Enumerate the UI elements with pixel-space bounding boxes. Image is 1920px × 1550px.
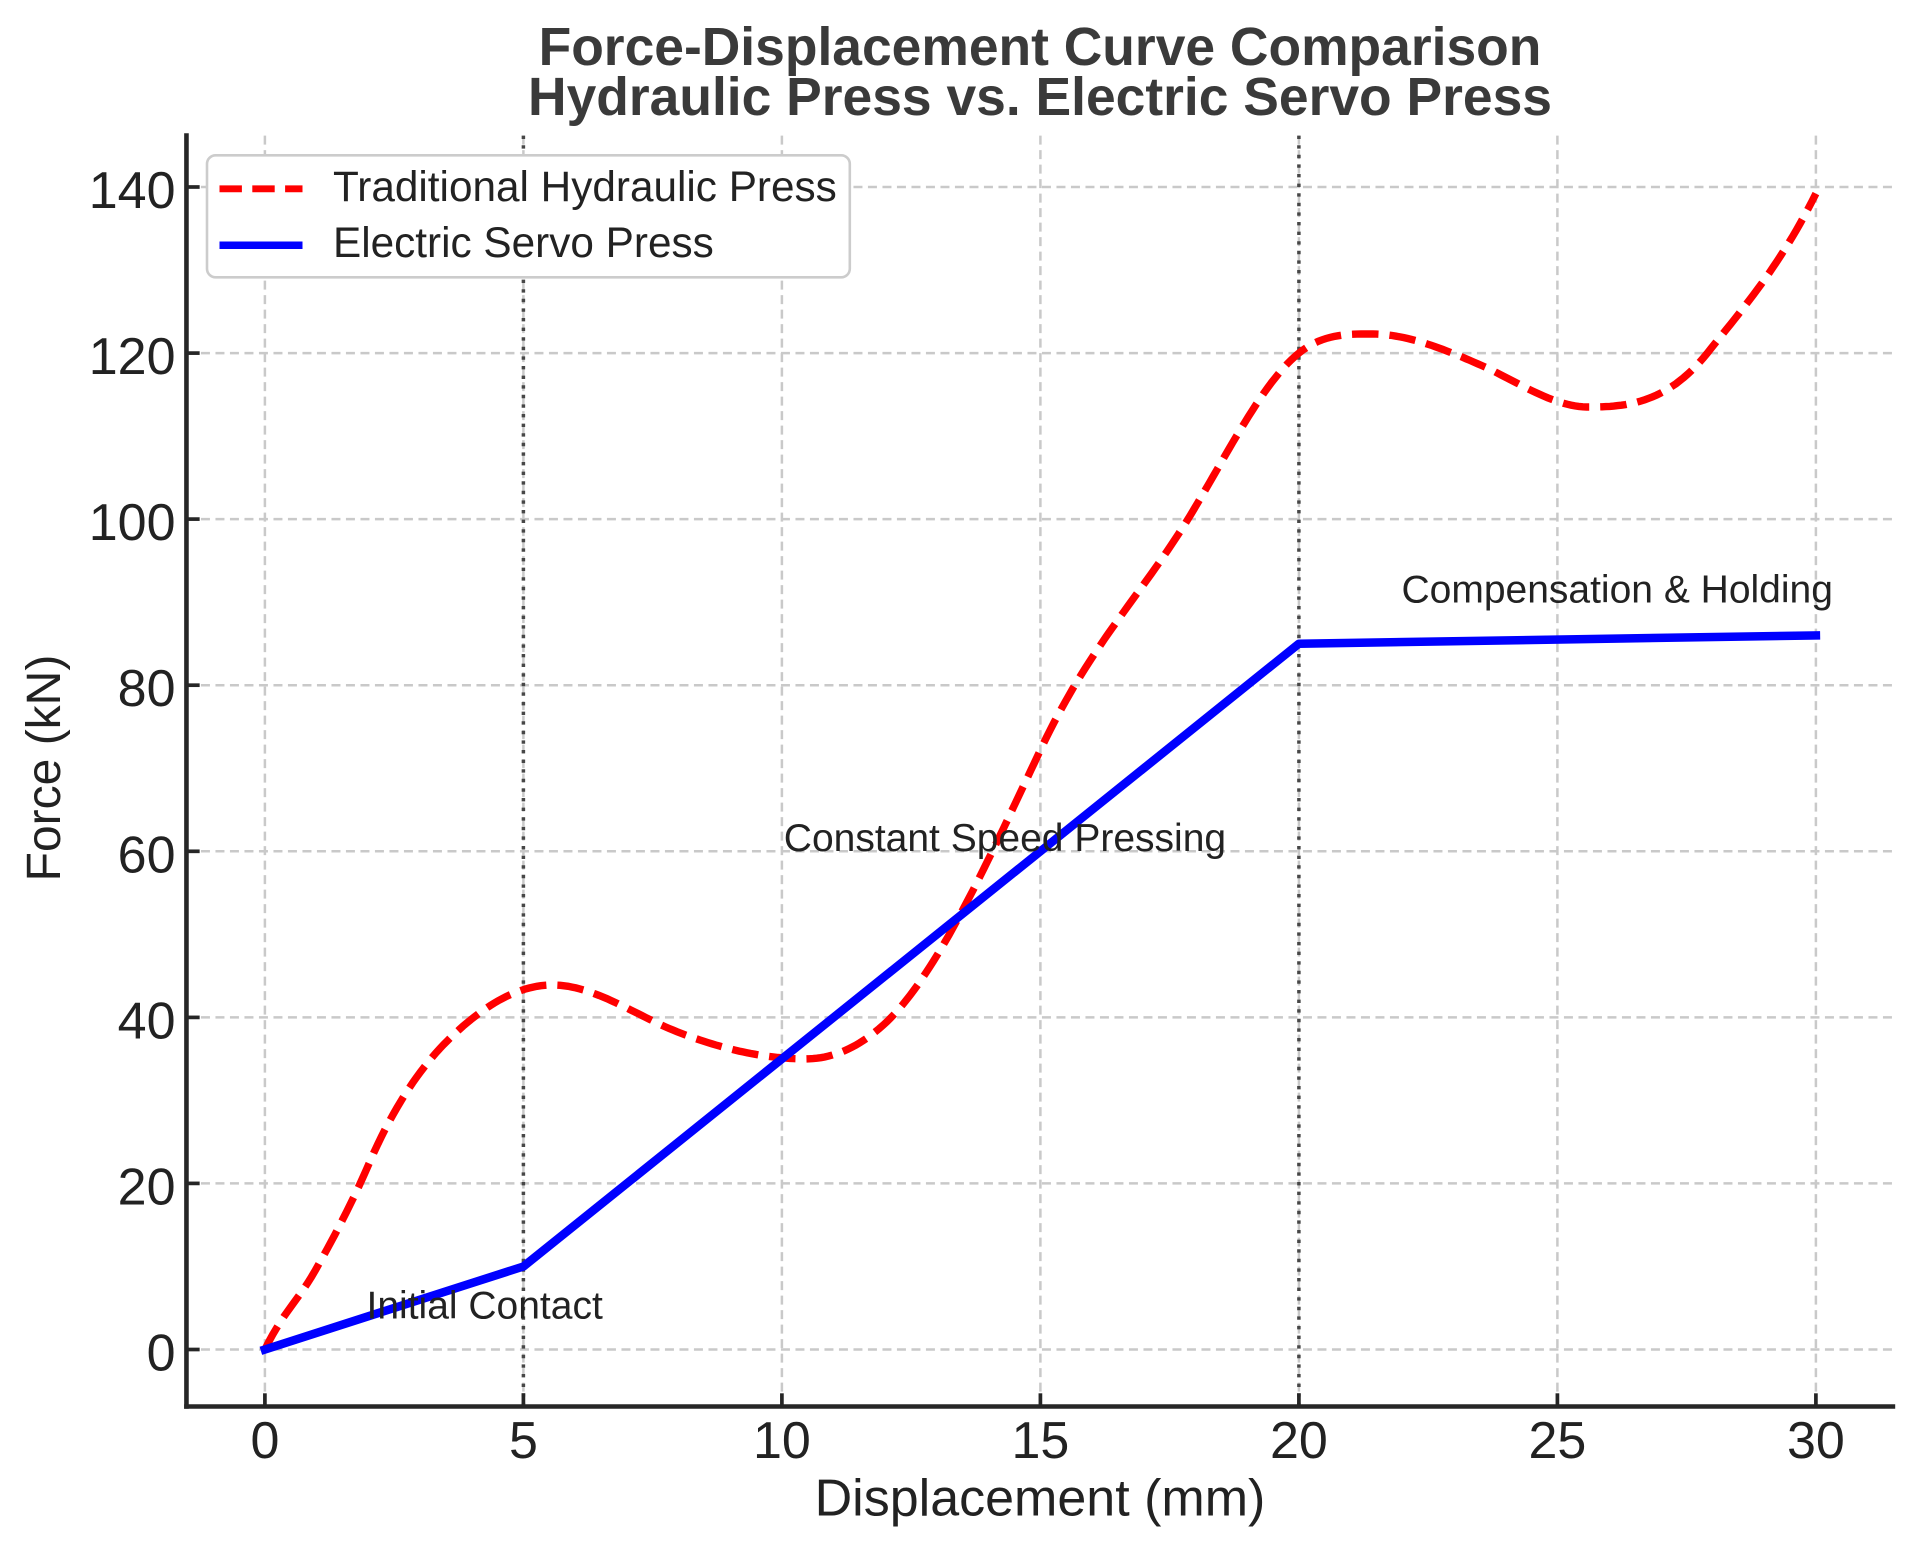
- svg-text:Traditional Hydraulic Press: Traditional Hydraulic Press: [333, 163, 837, 210]
- svg-text:0: 0: [250, 1412, 279, 1470]
- svg-text:Displacement (mm): Displacement (mm): [815, 1470, 1266, 1528]
- svg-text:10: 10: [753, 1412, 811, 1470]
- svg-text:30: 30: [1787, 1412, 1845, 1470]
- svg-text:40: 40: [118, 992, 176, 1050]
- svg-text:20: 20: [1270, 1412, 1328, 1470]
- svg-text:60: 60: [118, 826, 176, 884]
- svg-text:Hydraulic Press vs. Electric S: Hydraulic Press vs. Electric Servo Press: [528, 68, 1552, 127]
- svg-text:Constant Speed Pressing: Constant Speed Pressing: [784, 817, 1226, 860]
- svg-text:5: 5: [509, 1412, 538, 1470]
- svg-text:120: 120: [89, 328, 176, 386]
- svg-text:Force-Displacement Curve Compa: Force-Displacement Curve Comparison: [539, 18, 1542, 77]
- svg-text:15: 15: [1011, 1412, 1069, 1470]
- svg-text:100: 100: [89, 494, 176, 552]
- svg-text:20: 20: [118, 1158, 176, 1216]
- svg-text:0: 0: [147, 1325, 176, 1383]
- svg-text:Electric Servo Press: Electric Servo Press: [333, 219, 714, 266]
- svg-text:140: 140: [89, 162, 176, 220]
- svg-text:Compensation & Holding: Compensation & Holding: [1402, 569, 1833, 612]
- svg-text:Force (kN): Force (kN): [18, 655, 71, 882]
- svg-text:Initial Contact: Initial Contact: [367, 1285, 603, 1328]
- svg-text:80: 80: [118, 660, 176, 718]
- svg-text:25: 25: [1528, 1412, 1586, 1470]
